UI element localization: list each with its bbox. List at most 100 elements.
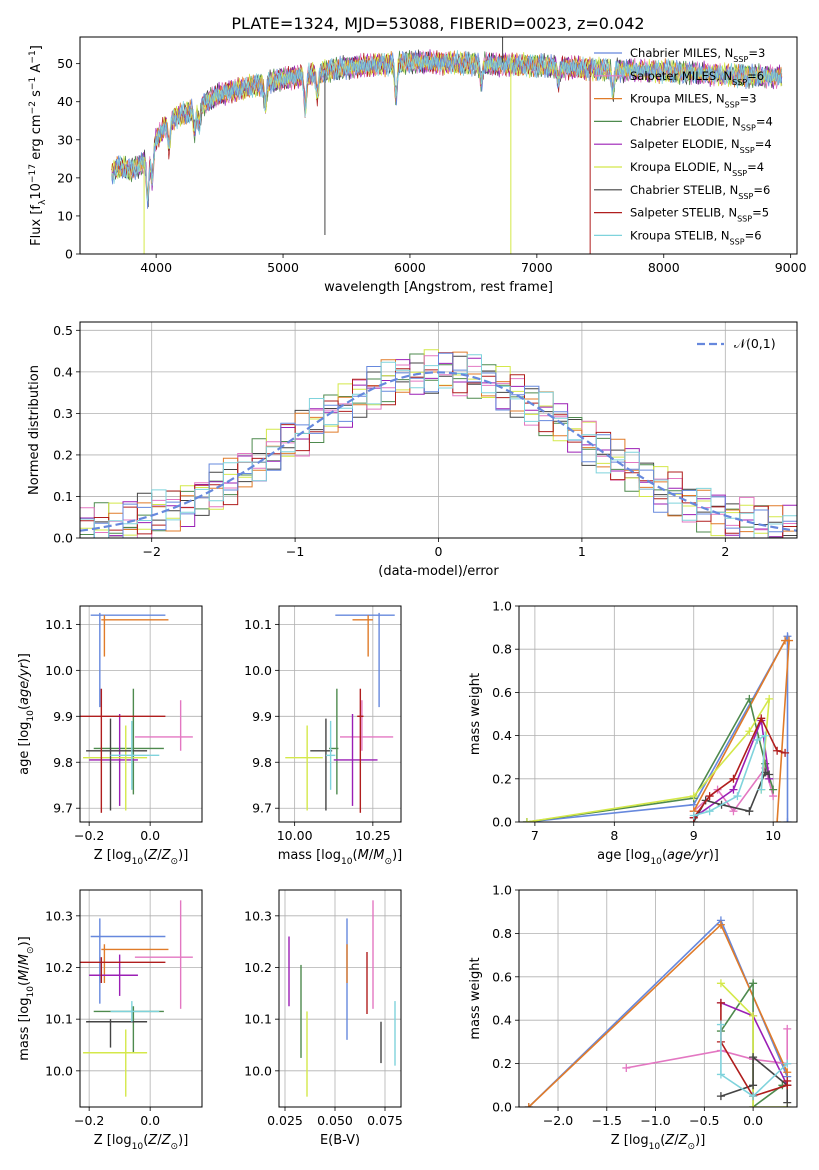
weight-marker: [729, 785, 738, 794]
axes-frame: [79, 36, 798, 255]
mass-weight-vs-Z-plot-area: [524, 916, 792, 1107]
x-tick-label: 10.25: [355, 828, 391, 843]
x-tick-label: 0.050: [317, 1113, 353, 1128]
y-tick-label: 10.0: [244, 663, 272, 678]
errorbar-point-1: [340, 700, 394, 751]
x-tick-label: 10: [765, 828, 781, 843]
weight-marker: [749, 1092, 758, 1101]
errorbar-point-2: [101, 944, 169, 983]
weight-series-0: [526, 633, 789, 822]
weight-marker: [783, 1076, 792, 1085]
x-tick-label: 7000: [521, 260, 553, 275]
errorbar-point-4: [333, 714, 378, 806]
x-axis-label: Z [log10(Z/Z⊙)]: [94, 848, 189, 867]
x-tick-label: 0.075: [367, 1113, 403, 1128]
mass-weight-vs-age-ticks: 7 8 9 10 0.0 0.2 0.4 0.6 0.8 1.0: [492, 599, 781, 844]
mass-vs-Z-panel: −0.2 0.0 10.0 10.1 10.2 10.3 Z [log10(Z/Z⊙)] ma…: [17, 889, 203, 1152]
x-axis-label: E(B-V): [320, 1133, 360, 1148]
errorbar-point-1: [134, 900, 193, 1009]
x-tick-label: 1: [578, 544, 586, 559]
histogram-series-8: [80, 354, 797, 538]
legend-entry: Kroupa STELIB, NSSP=6: [630, 228, 762, 246]
y-tick-label: 9.8: [53, 755, 73, 770]
spectrum-plot-area: [111, 37, 783, 254]
weight-marker: [705, 792, 714, 801]
y-axis-label: Flux [fλ10−17 erg cm−2 s−1 A−1]: [28, 45, 48, 246]
x-axis-label: Z [log10(Z/Z⊙)]: [94, 1133, 189, 1152]
errorbar-point-1: [134, 700, 193, 751]
errorbar-point-4: [89, 954, 138, 996]
x-tick-label: 8: [610, 828, 618, 843]
y-tick-label: 9.9: [53, 709, 73, 724]
y-tick-label: 0.4: [492, 728, 512, 743]
weight-marker: [749, 1103, 758, 1107]
weight-marker: [716, 920, 725, 929]
x-tick-label: 0.0: [140, 1113, 160, 1128]
y-tick-label: 9.7: [53, 801, 73, 816]
x-axis-label: Z [log10(Z/Z⊙)]: [611, 1133, 706, 1152]
y-tick-label: 10.0: [45, 1063, 73, 1078]
errorbar-point-8: [325, 720, 336, 790]
weight-series-8: [720, 1024, 788, 1098]
y-tick-label: 0.4: [53, 364, 73, 379]
errorbar-point-5: [83, 1029, 148, 1097]
weight-marker: [622, 1063, 631, 1072]
weight-series-2: [528, 923, 788, 1107]
errorbar-point-5: [83, 725, 148, 811]
weight-marker: [745, 807, 754, 816]
age-vs-Z-ticks: −0.2 0.0 9.7 9.8 9.9 10.0 10.1: [45, 617, 160, 843]
weight-marker: [716, 1020, 725, 1029]
y-axis-label: Normed distribution: [27, 365, 42, 495]
mass-vs-Z-grid: [80, 890, 202, 1107]
y-axis-label: mass weight: [468, 957, 483, 1039]
axes-frame: [518, 889, 798, 1108]
y-tick-label: 40: [57, 94, 73, 109]
x-tick-label: −0.5: [689, 1113, 719, 1128]
mass-weight-vs-Z-panel: −2.0 −1.5 −1.0 −0.5 0.0 0.0 0.2 0.4 0.6 0.8 1.0 Z […: [468, 883, 798, 1152]
y-tick-label: 10.1: [244, 1012, 272, 1027]
y-tick-label: 0.0: [492, 1100, 512, 1115]
weight-marker: [769, 785, 778, 794]
x-tick-label: 7: [531, 828, 539, 843]
y-tick-label: 0.2: [492, 771, 512, 786]
x-tick-label: −2.0: [543, 1113, 573, 1128]
mass-weight-vs-age-panel: 7 8 9 10 0.0 0.2 0.4 0.6 0.8 1.0 age [log10(age/yr…: [468, 599, 798, 867]
weight-marker: [761, 731, 770, 740]
age-vs-mass-grid: [279, 606, 401, 822]
x-tick-label: 5000: [267, 260, 299, 275]
y-axis-label: mass weight: [468, 673, 483, 755]
errorbar-point-2: [101, 615, 169, 657]
age-vs-mass-plot-area: [285, 612, 395, 813]
errorbar-point-0: [90, 918, 166, 1004]
errorbar-point-0: [335, 612, 395, 708]
y-tick-label: 0.4: [492, 1013, 512, 1028]
errorbar-point-2: [352, 615, 373, 657]
y-tick-label: 10: [57, 208, 73, 223]
x-axis-label: age [log10(age/yr)]: [597, 848, 719, 867]
mass-vs-ebv-plot-area: [288, 900, 396, 1097]
age-vs-mass-ticks: 10.00 10.25 9.7 9.8 9.9 10.0 10.1: [244, 617, 391, 843]
x-tick-label: 0.0: [140, 828, 160, 843]
weight-marker: [785, 636, 794, 645]
spectrum-legend: Chabrier MILES, NSSP=3 Salpeter MILES, NS…: [594, 46, 773, 246]
weight-marker: [781, 748, 790, 757]
weight-series-8: [693, 734, 767, 817]
x-tick-label: −0.2: [74, 828, 104, 843]
legend-entry: Salpeter ELODIE, NSSP=4: [630, 137, 772, 155]
age-vs-Z-grid: [80, 606, 202, 822]
x-tick-label: 9: [690, 828, 698, 843]
weight-marker: [773, 746, 782, 755]
axes-frame: [79, 321, 798, 539]
weight-series-2: [692, 639, 790, 822]
errorbar-point-5: [285, 725, 323, 811]
weight-marker: [733, 792, 742, 801]
x-tick-label: 6000: [394, 260, 426, 275]
weight-marker: [716, 998, 725, 1007]
weight-marker: [783, 632, 792, 641]
y-tick-label: 0.0: [53, 531, 73, 546]
x-tick-label: 2: [721, 544, 729, 559]
errorbar-point-8: [110, 1001, 160, 1022]
y-axis-label: age [log10(age/yr)]: [17, 653, 36, 775]
residual-histogram-ticks: −2 −1 0 1 2 0.0 0.1 0.2 0.3 0.4 0.5: [53, 323, 729, 559]
